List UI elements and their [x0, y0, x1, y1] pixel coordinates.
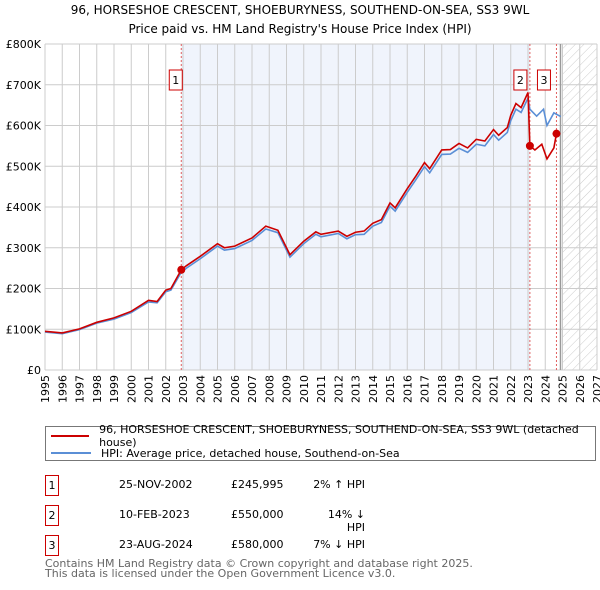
- x-tick-label: 2012: [332, 375, 345, 403]
- legend-item-property: 96, HORSESHOE CRESCENT, SHOEBURYNESS, SO…: [51, 423, 595, 449]
- sale-number-badge: 3: [45, 535, 59, 556]
- x-tick-label: 2010: [298, 375, 311, 403]
- property-price-line: [44, 92, 558, 334]
- x-tick-label: 2015: [384, 375, 397, 403]
- sale-price: £550,000: [231, 508, 284, 521]
- x-tick-label: 2025: [557, 375, 570, 403]
- legend: 96, HORSESHOE CRESCENT, SHOEBURYNESS, SO…: [45, 423, 596, 461]
- y-tick-label: £500K: [6, 160, 42, 173]
- x-tick-label: 2007: [246, 375, 259, 403]
- x-tick-label: 1998: [91, 375, 104, 403]
- legend-label: 96, HORSESHOE CRESCENT, SHOEBURYNESS, SO…: [99, 423, 579, 449]
- x-tick-label: 1999: [108, 375, 121, 403]
- sale-date: 10-FEB-2023: [119, 508, 190, 521]
- x-tick-label: 2027: [591, 375, 600, 403]
- y-tick-label: £800K: [6, 38, 42, 51]
- x-tick-label: 2021: [488, 375, 501, 403]
- x-tick-label: 2016: [401, 375, 414, 403]
- x-tick-label: 1995: [39, 375, 52, 403]
- sale-label: 2: [517, 74, 524, 87]
- y-tick-label: £100K: [6, 323, 42, 336]
- footer-licence: This data is licensed under the Open Gov…: [45, 567, 396, 580]
- x-tick-label: 2018: [436, 375, 449, 403]
- y-tick-label: £400K: [6, 201, 42, 214]
- chart-title: 96, HORSESHOE CRESCENT, SHOEBURYNESS, SO…: [71, 3, 530, 17]
- x-tick-label: 2009: [281, 375, 294, 403]
- y-tick-label: £0: [27, 364, 41, 377]
- x-tick-label: 2020: [470, 375, 483, 403]
- sale-point: [525, 141, 534, 150]
- y-tick-label: £700K: [6, 79, 42, 92]
- x-tick-label: 2002: [160, 375, 173, 403]
- sale-row: 2 10-FEB-2023 £550,000 14% ↓ HPI: [45, 505, 445, 534]
- x-tick-label: 2022: [505, 375, 518, 403]
- x-tick-label: 2024: [539, 375, 552, 403]
- x-tick-label: 2023: [522, 375, 535, 403]
- legend-swatch-blue: [51, 452, 91, 454]
- sale-row: 3 23-AUG-2024 £580,000 7% ↓ HPI: [45, 535, 445, 557]
- x-tick-label: 2011: [315, 375, 328, 403]
- x-tick-label: 2017: [419, 375, 432, 403]
- sale-hpi-diff: 7% ↓ HPI: [313, 538, 365, 551]
- sale-point: [552, 129, 561, 138]
- x-tick-label: 2001: [143, 375, 156, 403]
- sale-price: £245,995: [231, 478, 284, 491]
- sale-point: [177, 265, 186, 274]
- legend-label: HPI: Average price, detached house, Sout…: [101, 446, 400, 460]
- y-tick-label: £600K: [6, 120, 42, 133]
- sale-price: £580,000: [231, 538, 284, 551]
- sale-number-badge: 1: [45, 475, 59, 496]
- sale-label-box: [168, 69, 183, 91]
- x-tick-label: 2013: [350, 375, 363, 403]
- x-tick-label: 2005: [212, 375, 225, 403]
- sale-date: 23-AUG-2024: [119, 538, 193, 551]
- y-tick-label: £300K: [6, 242, 42, 255]
- x-tick-label: 2003: [177, 375, 190, 403]
- sale-label-box: [536, 69, 551, 91]
- sale-label-box: [513, 69, 528, 91]
- x-tick-label: 2019: [453, 375, 466, 403]
- legend-item-hpi: HPI: Average price, detached house, Sout…: [51, 445, 400, 461]
- chart-subtitle: Price paid vs. HM Land Registry's House …: [128, 22, 471, 36]
- x-tick-label: 2026: [574, 375, 587, 403]
- x-tick-label: 2000: [125, 375, 138, 403]
- y-tick-label: £200K: [6, 283, 42, 296]
- x-tick-label: 2004: [194, 375, 207, 403]
- sale-hpi-diff: 14% ↓ HPI: [327, 508, 365, 534]
- sale-number-badge: 2: [45, 505, 59, 526]
- x-tick-label: 1997: [74, 375, 87, 403]
- sale-row: 1 25-NOV-2002 £245,995 2% ↑ HPI: [45, 475, 445, 497]
- chart: 96, HORSESHOE CRESCENT, SHOEBURYNESS, SO…: [6, 3, 600, 403]
- x-tick-label: 2014: [367, 375, 380, 403]
- sale-date: 25-NOV-2002: [119, 478, 193, 491]
- footer: Contains HM Land Registry data © Crown c…: [45, 557, 473, 580]
- footer-copyright: Contains HM Land Registry data © Crown c…: [45, 557, 473, 570]
- x-tick-label: 2006: [229, 375, 242, 403]
- x-tick-label: 1996: [56, 375, 69, 403]
- sale-label: 3: [540, 74, 547, 87]
- sale-label: 1: [172, 74, 179, 87]
- sale-hpi-diff: 2% ↑ HPI: [313, 478, 365, 491]
- legend-swatch-red: [51, 435, 90, 437]
- x-tick-label: 2008: [263, 375, 276, 403]
- hpi-line: [44, 95, 562, 335]
